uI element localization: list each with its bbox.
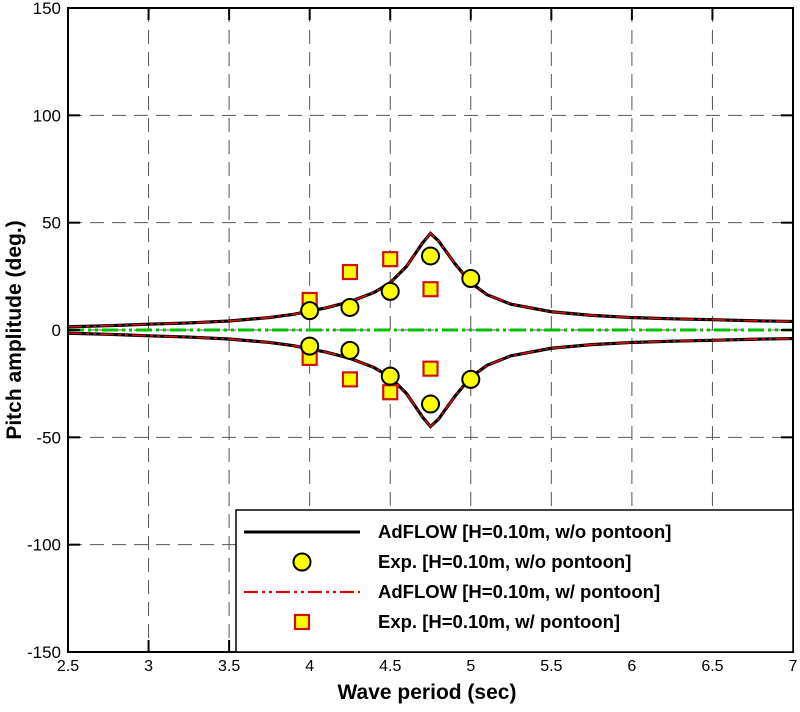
- adflow-overlay-lower-line: [67, 332, 794, 428]
- x-tick-label: 4.5: [379, 658, 401, 675]
- x-tick-label: 3: [144, 658, 153, 675]
- exp-without-pontoon-circle: [340, 340, 360, 360]
- y-tick-label: 50: [42, 214, 61, 233]
- legend-label-exp-without-pontoon: Exp. [H=0.10m, w/o pontoon]: [378, 551, 631, 572]
- adflow-overlay-upper-line: [67, 232, 794, 328]
- x-tick-label: 5: [466, 658, 475, 675]
- exp-without-pontoon-circle: [380, 366, 400, 386]
- legend-label-exp-with-pontoon: Exp. [H=0.10m, w/ pontoon]: [378, 611, 620, 632]
- y-tick-label: -150: [27, 643, 61, 662]
- y-tick-label: 100: [33, 106, 61, 125]
- exp-with-pontoon-square: [341, 263, 359, 281]
- exp-with-pontoon-square: [422, 360, 439, 377]
- legend-label-adflow-with-pontoon: AdFLOW [H=0.10m, w/ pontoon]: [378, 581, 660, 602]
- y-tick-label: 150: [33, 0, 61, 18]
- exp-without-pontoon-circle: [461, 268, 481, 288]
- x-tick-label: 7: [789, 658, 798, 675]
- x-tick-label: 4: [305, 658, 314, 675]
- exp-without-pontoon-circle: [461, 369, 481, 389]
- x-tick-label: 3.5: [218, 658, 240, 675]
- y-axis-label: Pitch amplitude (deg.): [3, 220, 26, 439]
- exp-with-pontoon-square: [341, 371, 359, 388]
- legend: AdFLOW [H=0.10m, w/o pontoon] Exp. [H=0.1…: [235, 509, 794, 653]
- x-tick-label: 2.5: [57, 658, 79, 675]
- series-layer: [67, 231, 794, 429]
- x-tick-label: 5.5: [540, 658, 562, 675]
- y-tick-label: 0: [52, 321, 61, 340]
- x-tick-label: 6.5: [701, 658, 723, 675]
- legend-box: [235, 509, 794, 653]
- x-axis-label: Wave period (sec): [338, 681, 517, 704]
- exp-with-pontoon-square: [382, 251, 399, 268]
- legend-label-adflow-without-pontoon: AdFLOW [H=0.10m, w/o pontoon]: [378, 521, 671, 542]
- exp-without-pontoon-circle: [421, 394, 440, 414]
- legend-swatch-exp-with-pontoon: [293, 613, 311, 631]
- exp-without-pontoon-circle: [300, 336, 320, 356]
- exp-without-pontoon-circle: [300, 301, 320, 321]
- exp-with-pontoon-square: [422, 281, 439, 298]
- y-tick-label: -50: [36, 428, 61, 447]
- legend-swatch-exp-without-pontoon: [292, 552, 312, 572]
- x-tick-label: 6: [627, 658, 636, 675]
- exp-without-pontoon-circle: [340, 297, 360, 317]
- exp-without-pontoon-circle: [380, 281, 400, 301]
- y-tick-label: -100: [27, 536, 61, 555]
- exp-with-pontoon-square: [382, 384, 399, 401]
- exp-without-pontoon-circle: [421, 246, 440, 266]
